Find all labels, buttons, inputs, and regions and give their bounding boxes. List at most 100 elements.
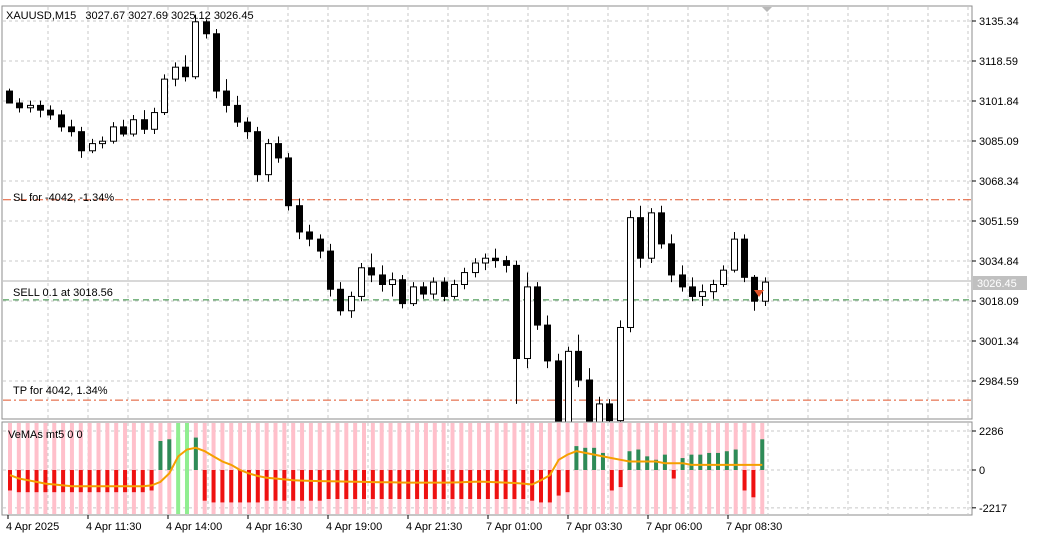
candle-body-bear [275, 143, 282, 159]
candle-body-bear [6, 90, 13, 104]
indicator-bar-positive [698, 454, 703, 470]
indicator-bg-bar [61, 423, 66, 514]
indicator-bar-negative [485, 470, 490, 500]
time-tick-label: 4 Apr 11:30 [86, 521, 141, 533]
indicator-bg-bar [255, 423, 260, 514]
candle-body-bear [296, 205, 303, 233]
symbol-name: XAUUSD,M15 [6, 10, 76, 22]
candle-body-bull [524, 286, 531, 360]
indicator-bar-negative [494, 470, 499, 500]
indicator-bg-bar [362, 423, 366, 514]
indicator-bar-negative [556, 470, 561, 496]
indicator-bg-bar [450, 423, 455, 514]
indicator-bar-negative [61, 470, 66, 493]
time-tick-label: 4 Apr 2025 [6, 521, 59, 533]
indicator-bar-positive [583, 447, 588, 470]
indicator-bar-negative [78, 470, 83, 493]
indicator-bar-positive [707, 452, 712, 470]
candle-body-bull [731, 238, 738, 271]
indicator-bar-negative [423, 470, 428, 500]
indicator-bg-bar [370, 423, 375, 514]
indicator-bg-bar [211, 423, 216, 514]
symbol-header: XAUUSD,M15 3027.67 3027.69 3025.12 3026.… [6, 10, 254, 22]
indicator-bg-bar [114, 423, 119, 514]
candle-body-bear [575, 350, 582, 381]
tp-line-label: TP for 4042, 1.34% [13, 385, 108, 397]
ohlc-values: 3027.67 3027.69 3025.12 3026.45 [85, 10, 253, 22]
indicator-bg-bar [397, 423, 402, 514]
indicator-bar-negative [618, 470, 623, 488]
indicator-bg-bar [609, 423, 614, 514]
indicator-bar-positive [574, 446, 579, 470]
candle-body-bull [720, 269, 727, 285]
indicator-bg-bar [96, 423, 101, 514]
indicator-bar-negative [255, 470, 260, 503]
indicator-bg-bar [503, 423, 508, 514]
time-axis[interactable]: 4 Apr 2025 4 Apr 11:30 4 Apr 14:00 4 Apr 16… [6, 515, 782, 533]
indicator-bar-negative [282, 470, 287, 501]
main-price-pane[interactable]: XAUUSD,M15 3027.67 3027.69 3025.12 3026.… [1, 5, 973, 433]
candle-body-bull [627, 217, 634, 328]
indicator-bg-bar [485, 423, 490, 514]
indicator-tick-label: 2286 [979, 426, 1003, 438]
indicator-bar-negative [96, 470, 101, 493]
time-tick-label: 7 Apr 03:30 [566, 521, 622, 533]
indicator-bar-positive [654, 459, 659, 470]
indicator-bg-bar [131, 423, 136, 514]
indicator-bar-negative [238, 470, 243, 503]
indicator-bg-bar [149, 423, 154, 514]
indicator-bar-negative [87, 470, 92, 493]
candle-body-bull [358, 267, 365, 297]
indicator-bar-negative [69, 470, 74, 493]
indicator-bar-negative [52, 470, 57, 493]
indicator-bar-negative [370, 470, 375, 500]
indicator-bar-negative [246, 470, 251, 503]
indicator-bar-negative [742, 470, 747, 491]
indicator-bar-negative [202, 470, 207, 501]
indicator-bar-negative [353, 470, 358, 500]
indicator-bar-negative [123, 470, 128, 493]
candle-body-bear [244, 121, 251, 133]
candle-body-bull [410, 286, 417, 305]
candle-body-bull [389, 279, 396, 285]
indicator-bg-bar [379, 423, 384, 514]
candle-body-bear [141, 119, 148, 130]
candle-body-bear [379, 274, 386, 285]
time-tick-label: 7 Apr 06:00 [646, 521, 702, 533]
indicator-bar-negative [308, 470, 313, 501]
candle-body-bear [368, 267, 375, 276]
indicator-bg-bar [300, 423, 305, 514]
chart-shift-marker-icon[interactable] [762, 7, 772, 12]
indicator-bar-negative [415, 470, 420, 500]
indicator-bar-negative [264, 470, 269, 501]
candle-body-bear [586, 379, 593, 426]
candle-body-bear [679, 274, 686, 288]
indicator-bar-positive [600, 452, 605, 470]
indicator-bar-negative [565, 470, 570, 493]
indicator-bar-negative [432, 470, 437, 500]
candle-body-bear [254, 131, 261, 176]
price-tick-label: 3085.09 [979, 136, 1019, 148]
indicator-pane[interactable]: VeMAs mt5 0 0 2286 0 -2217 [1, 421, 1007, 516]
indicator-bar-negative [671, 470, 676, 479]
indicator-bg-bar [78, 423, 83, 514]
indicator-bar-negative [229, 470, 234, 503]
price-axis[interactable]: 3135.34 3118.59 3101.84 3085.09 3068.34 3051.… [971, 6, 1027, 419]
candle-body-bear [317, 238, 324, 252]
indicator-bar-negative [751, 470, 756, 498]
indicator-bg-bar [317, 423, 322, 514]
indicator-bar-negative [512, 470, 517, 500]
time-tick-label: 4 Apr 14:00 [166, 521, 222, 533]
indicator-bar-positive [636, 449, 641, 470]
candle-body-bull [710, 283, 717, 293]
current-price-box [973, 276, 1027, 290]
time-tick-label: 4 Apr 19:00 [326, 521, 382, 533]
indicator-bar-negative [43, 470, 48, 493]
candle-body-bear [16, 102, 23, 109]
candle-body-bear [213, 33, 220, 92]
candle-body-bear [37, 104, 44, 111]
indicator-bg-bar [308, 423, 313, 514]
indicator-bar-negative [503, 470, 508, 500]
indicator-bg-bar [344, 423, 349, 514]
